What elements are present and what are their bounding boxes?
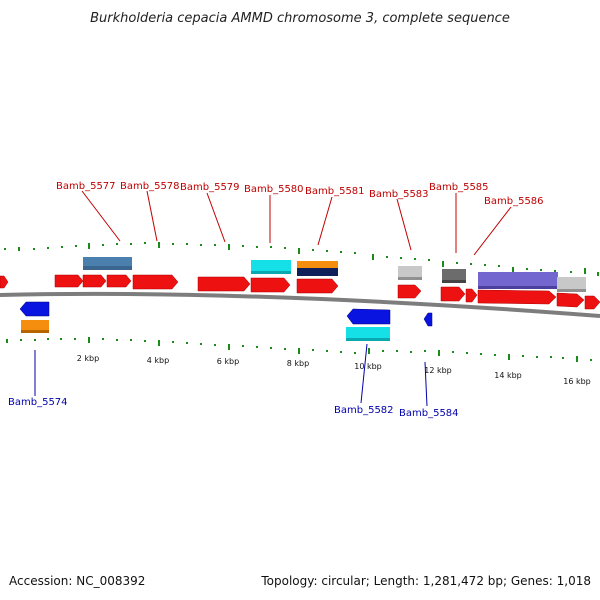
feature-box bbox=[251, 260, 291, 273]
gene-arrow bbox=[250, 277, 291, 293]
forward-features bbox=[83, 257, 586, 292]
tick-label-12kbp: 12 kbp bbox=[424, 366, 452, 375]
gene-arrow bbox=[132, 274, 179, 290]
feature-box bbox=[251, 271, 291, 274]
gene-arrow bbox=[296, 278, 339, 294]
feature-box bbox=[442, 269, 466, 282]
top-gene-labels: Bamb_5577 Bamb_5578 Bamb_5579 Bamb_5580 … bbox=[56, 181, 544, 256]
feature-box bbox=[478, 272, 558, 288]
gene-arrow bbox=[584, 295, 600, 310]
gene-arrow bbox=[82, 274, 107, 288]
feature-box bbox=[398, 277, 422, 280]
label-bamb-5574: Bamb_5574 bbox=[8, 397, 68, 408]
feature-box bbox=[297, 268, 338, 276]
feature-box bbox=[297, 261, 338, 268]
gene-arrow bbox=[477, 289, 557, 305]
scale-tick-labels: 2 kbp 4 kbp 6 kbp 8 kbp 10 kbp 12 kbp 14… bbox=[77, 354, 591, 386]
feature-box bbox=[107, 266, 132, 270]
feature-box bbox=[557, 289, 586, 292]
accession-text: Accession: NC_008392 bbox=[9, 574, 145, 588]
feature-box bbox=[557, 277, 586, 291]
label-bamb-5583: Bamb_5583 bbox=[369, 189, 429, 200]
tick-label-6kbp: 6 kbp bbox=[217, 357, 239, 366]
lower-scale-ticks bbox=[6, 337, 592, 362]
gene-arrow bbox=[54, 274, 84, 288]
label-bamb-5578: Bamb_5578 bbox=[120, 181, 180, 192]
bottom-gene-labels: Bamb_5574 Bamb_5582 Bamb_5584 bbox=[8, 343, 459, 419]
label-bamb-5585: Bamb_5585 bbox=[429, 182, 489, 193]
label-bamb-5580: Bamb_5580 bbox=[244, 184, 304, 195]
tick-label-2kbp: 2 kbp bbox=[77, 354, 99, 363]
gene-arrow bbox=[0, 275, 9, 289]
feature-box bbox=[346, 327, 390, 340]
feature-box bbox=[478, 286, 558, 289]
label-bamb-5579: Bamb_5579 bbox=[180, 182, 240, 193]
feature-box bbox=[398, 266, 422, 279]
tick-label-4kbp: 4 kbp bbox=[147, 356, 169, 365]
tick-label-16kbp: 16 kbp bbox=[563, 377, 591, 386]
label-bamb-5584: Bamb_5584 bbox=[399, 408, 459, 419]
gene-arrow bbox=[397, 284, 422, 299]
feature-box bbox=[21, 330, 49, 333]
gene-arrow bbox=[440, 286, 466, 302]
label-bamb-5582: Bamb_5582 bbox=[334, 405, 394, 416]
gene-arrow bbox=[423, 312, 433, 327]
feature-box bbox=[21, 320, 49, 331]
tick-label-10kbp: 10 kbp bbox=[354, 362, 382, 371]
gene-arrow bbox=[556, 292, 585, 308]
gene-arrow bbox=[197, 276, 251, 292]
feature-box bbox=[442, 280, 466, 283]
gene-arrow bbox=[346, 308, 391, 325]
upper-scale-ticks bbox=[4, 242, 599, 276]
tick-label-8kbp: 8 kbp bbox=[287, 359, 309, 368]
feature-box bbox=[346, 338, 390, 341]
tick-label-14kbp: 14 kbp bbox=[494, 371, 522, 380]
label-bamb-5586: Bamb_5586 bbox=[484, 196, 544, 207]
gene-arrow bbox=[106, 274, 132, 288]
forward-genes bbox=[0, 274, 600, 310]
genome-backbone bbox=[0, 291, 600, 318]
feature-box bbox=[83, 266, 107, 270]
reverse-genes bbox=[19, 301, 433, 341]
label-bamb-5581: Bamb_5581 bbox=[305, 186, 365, 197]
gene-arrow bbox=[19, 301, 50, 317]
gene-arrow bbox=[465, 288, 478, 303]
topology-text: Topology: circular; Length: 1,281,472 bp… bbox=[260, 574, 591, 588]
map-title: Burkholderia cepacia AMMD chromosome 3, … bbox=[90, 11, 510, 26]
label-bamb-5577: Bamb_5577 bbox=[56, 181, 116, 192]
